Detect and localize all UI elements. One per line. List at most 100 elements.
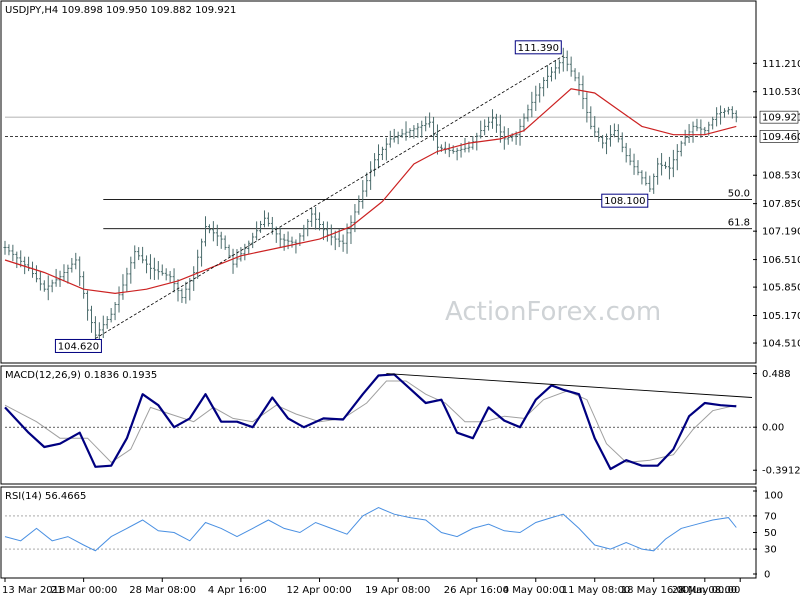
ohlc-bar-37 xyxy=(148,254,152,280)
ohlc-bar-30 xyxy=(121,274,125,300)
ohlc-bar-50 xyxy=(200,238,204,267)
ohlc-bar-148 xyxy=(585,92,589,123)
macd-main-line xyxy=(4,373,737,471)
ohlc-bar-32 xyxy=(129,256,133,284)
ohlc-bar-29 xyxy=(117,286,121,313)
x-tick-0: 13 Mar 2018 xyxy=(2,585,65,596)
ohlc-bar-1 xyxy=(7,244,11,256)
ohlc-bar-121 xyxy=(479,120,483,139)
ohlc-bar-149 xyxy=(589,106,593,130)
ohlc-bar-62 xyxy=(247,240,251,254)
annotation-box-1 xyxy=(601,193,649,208)
ohlc-bar-27 xyxy=(109,308,113,323)
ohlc-bar-100 xyxy=(396,131,400,145)
ohlc-bar-181 xyxy=(715,107,719,127)
ohlc-bar-157 xyxy=(620,132,624,153)
price-tick-2: 109.921 xyxy=(762,113,800,124)
ohlc-bar-103 xyxy=(408,128,412,138)
annotation-label-0: 111.390 xyxy=(518,43,559,54)
ohlc-bar-140 xyxy=(553,60,557,80)
ohlc-bar-82 xyxy=(325,221,329,242)
ohlc-bar-154 xyxy=(608,125,612,147)
ohlc-bar-104 xyxy=(412,125,416,139)
price-tick-1: 110.530 xyxy=(762,87,800,98)
ohlc-bar-31 xyxy=(125,267,129,292)
x-tick-10: 28 May 00:00 xyxy=(672,585,741,596)
ohlc-bar-186 xyxy=(734,110,738,123)
ohlc-bar-115 xyxy=(455,147,459,161)
fib-label-1: 50.0 xyxy=(728,188,750,199)
ohlc-bar-95 xyxy=(377,144,380,169)
price-tick-6: 107.190 xyxy=(762,227,800,238)
ohlc-bar-52 xyxy=(207,224,211,234)
ohlc-bar-123 xyxy=(487,116,491,131)
fib-label-2: 61.8 xyxy=(728,218,750,229)
ohlc-bar-11 xyxy=(46,275,50,301)
ohlc-bar-44 xyxy=(176,279,180,302)
rsi-tick-4: 0 xyxy=(764,570,770,581)
ohlc-bar-176 xyxy=(695,118,699,132)
macd-signal-line xyxy=(4,380,737,464)
ohlc-bar-18 xyxy=(74,252,78,270)
ohlc-bar-172 xyxy=(679,140,683,157)
x-tick-1: 21 Mar 00:00 xyxy=(51,585,118,596)
ohlc-bar-134 xyxy=(530,91,534,118)
moving-average xyxy=(4,88,737,295)
ohlc-bar-136 xyxy=(538,83,542,103)
ohlc-bar-26 xyxy=(105,316,109,329)
ohlc-bar-180 xyxy=(711,116,715,130)
ohlc-bar-166 xyxy=(656,157,660,185)
price-tick-7: 106.510 xyxy=(762,255,800,266)
ohlc-bar-60 xyxy=(239,247,243,262)
ohlc-bar-152 xyxy=(601,134,605,149)
ohlc-bar-64 xyxy=(255,221,259,241)
price-tick-10: 104.510 xyxy=(762,339,800,350)
price-tick-3: 109.460 xyxy=(762,132,800,143)
ohlc-bar-38 xyxy=(152,257,156,280)
annotation-box-2 xyxy=(54,338,102,353)
ohlc-bar-113 xyxy=(447,143,451,158)
ohlc-bar-90 xyxy=(357,195,361,215)
macd-axis-ticks: 0.488 0.00 -0.3912 xyxy=(753,369,800,477)
price-annotations: 111.390 108.100 104.620 xyxy=(54,40,649,353)
rsi-tick-1: 70 xyxy=(764,511,777,522)
ohlc-bar-102 xyxy=(404,121,408,141)
ohlc-bar-19 xyxy=(78,256,82,286)
ohlc-bar-40 xyxy=(160,264,164,276)
ohlc-bar-45 xyxy=(180,288,184,303)
ohlc-bar-2 xyxy=(11,244,15,262)
x-tick-7: 4 May 00:00 xyxy=(503,585,565,596)
ohlc-bar-94 xyxy=(373,153,377,177)
ohlc-bar-34 xyxy=(137,247,141,261)
annotation-box-0 xyxy=(514,40,562,55)
x-tick-3: 4 Apr 16:00 xyxy=(208,585,267,596)
rsi-line xyxy=(4,507,737,552)
ohlc-bar-99 xyxy=(392,128,396,143)
price-bars xyxy=(3,47,738,341)
rsi-label: RSI(14) 56.4665 xyxy=(5,491,86,502)
ohlc-bar-84 xyxy=(333,230,337,251)
ohlc-bar-42 xyxy=(168,270,172,283)
ohlc-bar-106 xyxy=(420,120,424,138)
ohlc-bar-9 xyxy=(38,271,42,291)
ohlc-bar-141 xyxy=(557,59,561,74)
annotation-label-1: 108.100 xyxy=(604,196,645,207)
ohlc-bar-185 xyxy=(730,106,734,119)
ohlc-bar-93 xyxy=(369,161,373,190)
ohlc-bar-76 xyxy=(302,224,306,241)
ohlc-bar-28 xyxy=(113,301,117,321)
ohlc-bar-183 xyxy=(722,108,726,118)
ohlc-bar-135 xyxy=(534,85,538,111)
ohlc-bar-165 xyxy=(652,173,656,194)
rsi-tick-2: 50 xyxy=(764,528,777,539)
x-tick-2: 28 Mar 08:00 xyxy=(129,585,196,596)
ohlc-bar-70 xyxy=(278,227,282,248)
price-trend-lines xyxy=(95,55,564,339)
ohlc-bar-16 xyxy=(66,264,70,284)
ohlc-bar-51 xyxy=(204,216,208,247)
price-tick-0: 111.210 xyxy=(762,59,800,70)
ohlc-bar-33 xyxy=(133,245,137,269)
ohlc-bar-164 xyxy=(648,175,652,193)
ohlc-bar-49 xyxy=(196,249,200,279)
